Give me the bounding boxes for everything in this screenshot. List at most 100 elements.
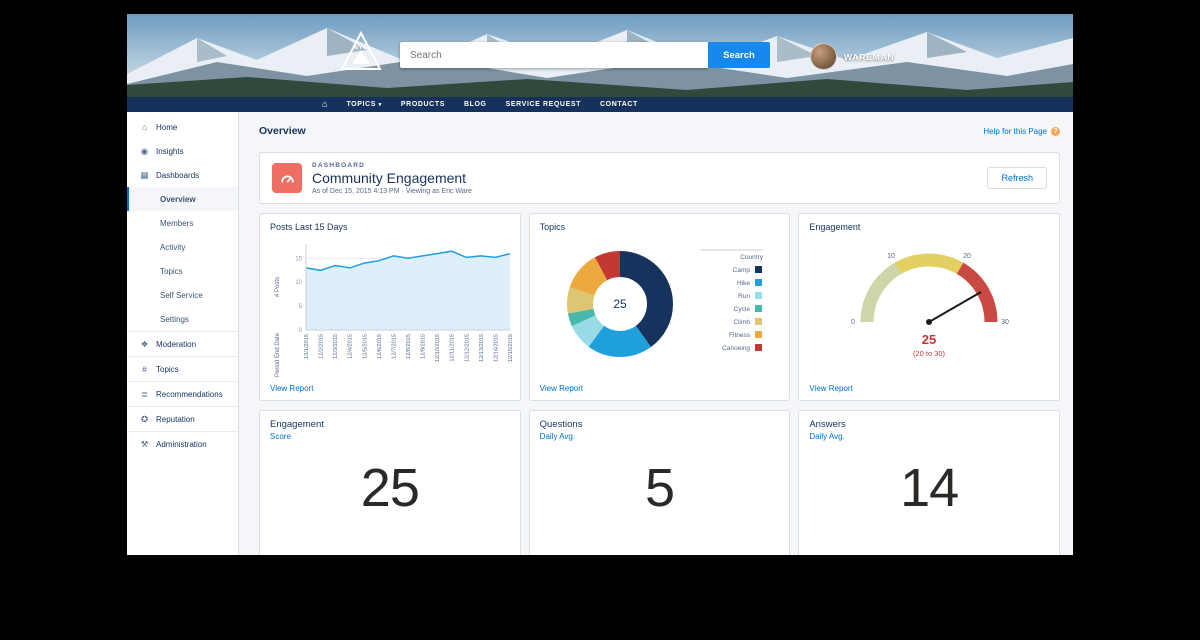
svg-text:0: 0 — [299, 328, 303, 334]
metric-title: Engagement — [270, 419, 324, 430]
administration-icon: ⚒ — [140, 438, 149, 449]
card-posts-last-15-days: Posts Last 15 Days 0 5 10 15 12/1/2015 12/2/2… — [259, 213, 521, 401]
nav-item-service-request[interactable]: SERVICE REQUEST — [505, 101, 581, 108]
sidebar-item-administration[interactable]: ⚒ Administration — [127, 431, 238, 456]
nav-item-topics[interactable]: TOPICS ▾ — [346, 101, 382, 108]
dashboard-header: DASHBOARD Community Engagement As of Dec… — [259, 152, 1060, 204]
metric-value: 14 — [900, 458, 959, 518]
page-body: ⌂ Home ◉ Insights ▦ Dashboards Overview Members… — [127, 112, 1073, 555]
sidebar-item-home[interactable]: ⌂ Home — [127, 115, 238, 139]
svg-text:12/3/2015: 12/3/2015 — [333, 334, 339, 359]
svg-text:Fitness: Fitness — [729, 332, 751, 339]
topics-icon: # — [142, 364, 147, 374]
sidebar-item-label: Members — [160, 218, 194, 228]
view-report-link[interactable]: View Report — [539, 384, 584, 393]
svg-text:25: 25 — [613, 297, 627, 311]
card-title: Posts Last 15 Days — [270, 222, 348, 232]
svg-text:12/6/2015: 12/6/2015 — [377, 334, 383, 359]
svg-text:12/12/2015: 12/12/2015 — [464, 334, 470, 362]
global-search: Search — [400, 42, 770, 68]
svg-text:(20 to 30): (20 to 30) — [913, 349, 946, 358]
nav-home-icon[interactable]: ⌂ — [322, 99, 328, 109]
help-link[interactable]: Help for this Page ? — [983, 126, 1060, 136]
sidebar-item-dashboards[interactable]: ▦ Dashboards — [127, 163, 238, 187]
svg-text:15: 15 — [295, 256, 302, 262]
sidebar-item-recommendations[interactable]: ≣ Recommendations — [127, 381, 238, 406]
page-title: Overview — [259, 125, 306, 137]
reputation-icon: ✪ — [140, 413, 149, 424]
dashboard-title: Community Engagement — [312, 169, 467, 186]
svg-text:12/11/2015: 12/11/2015 — [450, 334, 456, 362]
main-content: Overview Help for this Page ? DASH — [239, 112, 1073, 555]
sidebar-item-label: Activity — [160, 242, 186, 252]
sidebar-item-label: Dashboards — [156, 170, 200, 180]
refresh-button[interactable]: Refresh — [987, 167, 1047, 189]
sidebar-item-label: Recommendations — [156, 389, 223, 399]
engagement-gauge-chart: 0 10 20 30 25 (20 to 30) — [851, 253, 1009, 358]
help-link-label: Help for this Page — [983, 126, 1047, 136]
card-title: Topics — [539, 222, 566, 232]
svg-text:12/1/2015: 12/1/2015 — [304, 334, 310, 359]
svg-text:12/15/2015: 12/15/2015 — [508, 334, 514, 362]
metric-card-questions: Questions Daily Avg. 5 — [528, 410, 791, 555]
svg-text:12/9/2015: 12/9/2015 — [421, 334, 427, 359]
svg-text:12/5/2015: 12/5/2015 — [362, 334, 368, 359]
user-menu[interactable]: WAREMAN — [810, 43, 894, 70]
svg-text:Camp: Camp — [732, 267, 750, 274]
recommendations-icon: ≣ — [140, 388, 149, 399]
metric-card-answers: Answers Daily Avg. 14 — [798, 410, 1061, 555]
sidebar-item-label: Reputation — [156, 414, 195, 424]
sidebar-item-activity[interactable]: Activity — [127, 235, 238, 259]
sidebar-item-label: Home — [156, 122, 178, 132]
search-input[interactable] — [400, 42, 708, 68]
posts-line-chart: 0 5 10 15 12/1/2015 12/2/2015 12/3/2015 12/4/20… — [275, 244, 514, 377]
metric-subtitle: Daily Avg. — [539, 432, 576, 441]
sidebar-item-label: Self Service — [160, 290, 203, 300]
metric-title: Answers — [809, 419, 846, 430]
svg-text:5: 5 — [299, 304, 303, 310]
moderation-icon: ❖ — [140, 338, 149, 349]
svg-text:Canoeing: Canoeing — [722, 345, 750, 352]
svg-text:# Posts: # Posts — [275, 277, 281, 297]
sidebar-item-label: Topics — [156, 364, 179, 374]
sidebar-item-label: Topics — [160, 266, 183, 276]
sidebar-item-topics[interactable]: Topics — [127, 259, 238, 283]
metric-subtitle: Score — [270, 432, 291, 441]
logo-text: NYO — [354, 45, 368, 51]
view-report-link[interactable]: View Report — [809, 384, 853, 393]
sidebar: ⌂ Home ◉ Insights ▦ Dashboards Overview Members… — [127, 112, 239, 555]
nav-item-blog[interactable]: BLOG — [463, 101, 487, 108]
card-title: Engagement — [809, 222, 861, 232]
sidebar-item-overview[interactable]: Overview — [127, 187, 238, 211]
svg-text:30: 30 — [1001, 319, 1009, 326]
sidebar-item-settings[interactable]: Settings — [127, 307, 238, 331]
svg-text:12/14/2015: 12/14/2015 — [493, 334, 499, 362]
svg-text:12/13/2015: 12/13/2015 — [479, 334, 485, 362]
sidebar-item-reputation[interactable]: ✪ Reputation — [127, 406, 238, 431]
card-engagement-gauge: Engagement 0 10 20 30 25 (20 to 30) View Repo… — [798, 213, 1061, 401]
sidebar-item-label: Overview — [160, 194, 196, 204]
nav-item-contact[interactable]: CONTACT — [600, 101, 638, 108]
page-header: Overview Help for this Page ? — [259, 123, 1060, 139]
sidebar-item-label: Insights — [156, 146, 184, 156]
metric-subtitle: Daily Avg. — [809, 432, 845, 441]
svg-text:20: 20 — [963, 253, 971, 260]
sidebar-item-self-service[interactable]: Self Service — [127, 283, 238, 307]
sidebar-item-members[interactable]: Members — [127, 211, 238, 235]
sidebar-item-topics[interactable]: # Topics — [127, 356, 238, 381]
insights-icon: ◉ — [140, 145, 149, 156]
svg-text:12/8/2015: 12/8/2015 — [406, 334, 412, 359]
svg-text:Cycle: Cycle — [733, 306, 750, 313]
posts-line-chart-container: 0 5 10 15 12/1/2015 12/2/2015 12/3/2015 12/4/20… — [270, 234, 514, 380]
dashboard-eyebrow: DASHBOARD — [312, 161, 366, 169]
sidebar-item-insights[interactable]: ◉ Insights — [127, 139, 238, 163]
nav-item-products[interactable]: PRODUCTS — [400, 101, 445, 108]
sidebar-item-moderation[interactable]: ❖ Moderation — [127, 331, 238, 356]
view-report-link[interactable]: View Report — [270, 384, 314, 393]
sidebar-item-label: Administration — [156, 439, 207, 449]
metric-card-engagement: Engagement Score 25 — [259, 410, 521, 555]
dashboard-titles: DASHBOARD Community Engagement As of Dec… — [312, 162, 472, 195]
search-button[interactable]: Search — [708, 42, 770, 68]
svg-text:12/10/2015: 12/10/2015 — [435, 334, 441, 362]
